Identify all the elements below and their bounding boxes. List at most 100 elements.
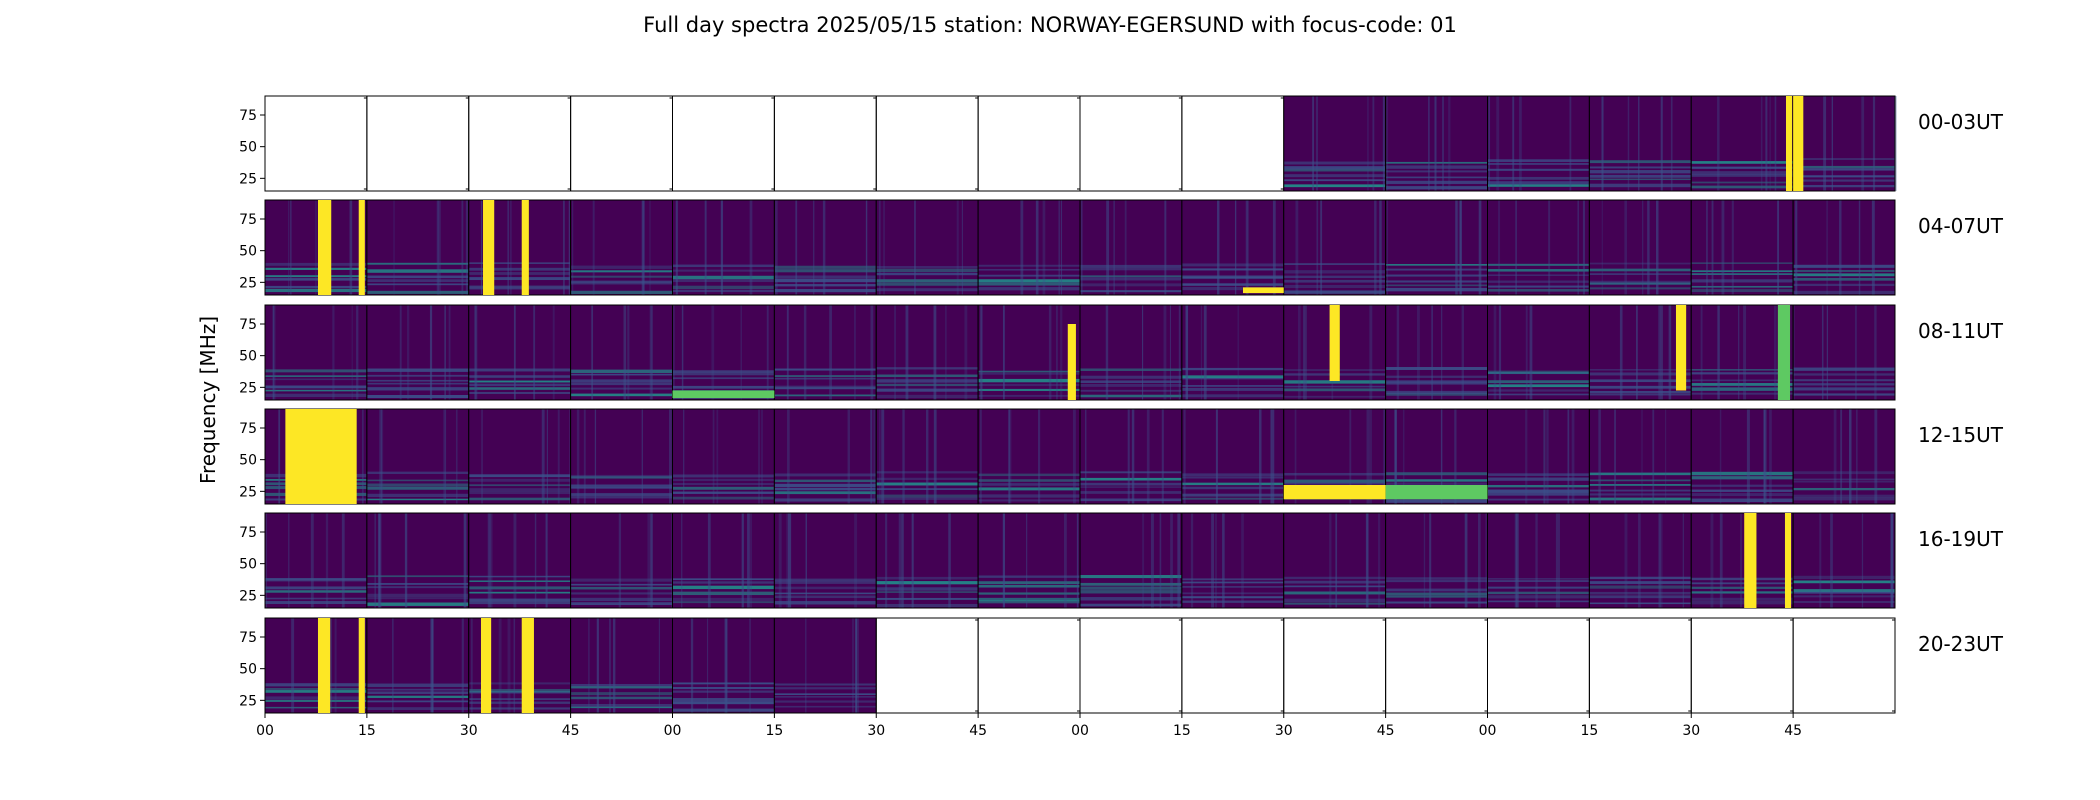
spectrum-band: [1385, 592, 1488, 596]
spectrum-streak: [1211, 513, 1215, 608]
spectrum-streak: [310, 513, 314, 608]
spectrum-band: [978, 581, 1080, 585]
spectrum-band: [1589, 602, 1692, 605]
burst-feature: [672, 390, 775, 399]
spectrum-streak: [1856, 409, 1858, 504]
spectrum-streak: [1146, 409, 1150, 504]
spectrum-band: [876, 494, 979, 498]
spectrum-streak: [272, 305, 275, 400]
spectrum-streak: [1647, 200, 1650, 295]
spectrum-panel: [366, 200, 469, 295]
spectrum-panel: [265, 513, 367, 608]
spectrum-band: [1691, 171, 1794, 175]
spectrum-streak: [1150, 513, 1154, 608]
spectrum-streak: [750, 513, 752, 608]
spectrum-streak: [1638, 513, 1641, 608]
spectrum-band: [876, 383, 979, 387]
spectrum-band: [1793, 471, 1895, 475]
spectrum-band: [774, 687, 877, 690]
spectrum-streak: [444, 305, 446, 400]
spectrum-streak: [945, 305, 947, 400]
spectrum-streak: [1056, 305, 1058, 400]
spectrum-streak: [1658, 513, 1662, 608]
spectrum-band: [1487, 580, 1590, 582]
spectrum-streak: [1215, 409, 1218, 504]
spectrum-band: [1487, 484, 1590, 488]
spectrum-band: [570, 275, 673, 278]
spectrum-band: [366, 700, 469, 703]
spectrum-band: [1385, 280, 1488, 283]
spectrum-streak: [1297, 305, 1301, 400]
spectrum-band: [1487, 477, 1590, 481]
spectrum-band: [1793, 580, 1895, 584]
spectrum-band: [1385, 287, 1488, 292]
spectrum-band: [265, 696, 367, 700]
spectrum-band: [1487, 586, 1590, 589]
spectrum-band: [1181, 581, 1284, 584]
burst-feature: [483, 200, 495, 295]
spectrum-streak: [1190, 513, 1194, 608]
spectrum-band: [1283, 290, 1386, 294]
spectrum-panel: [1385, 96, 1488, 191]
spectrum-panel: [468, 409, 571, 504]
spectrum-panel: [1793, 305, 1895, 400]
spectrum-streak: [740, 305, 743, 400]
spectrum-band: [1691, 379, 1794, 382]
spectrum-streak: [1871, 200, 1875, 295]
spectrum-streak: [870, 305, 874, 400]
spectrum-streak: [1515, 513, 1519, 608]
spectrum-panel: [1181, 305, 1284, 400]
spectrum-panel: [570, 200, 673, 295]
spectrum-band: [1385, 601, 1488, 604]
spectrum-band: [1181, 268, 1284, 271]
spectrum-band: [978, 388, 1080, 392]
spectrum-streak: [404, 513, 408, 608]
spectrum-band: [1283, 284, 1386, 288]
spectrum-band: [265, 369, 367, 373]
x-tick-label: 30: [867, 723, 885, 739]
y-tick-label: 75: [239, 630, 257, 646]
spectrum-band: [774, 586, 877, 590]
spectrum-band: [366, 269, 469, 273]
spectrum-band: [1385, 161, 1488, 164]
spectrum-streak: [1455, 200, 1458, 295]
spectrum-band: [774, 284, 877, 287]
spectrum-band: [570, 578, 673, 582]
spectrum-streak: [545, 513, 548, 608]
spectrum-band: [1385, 180, 1488, 184]
spectrum-band: [978, 269, 1080, 271]
spectrum-streak: [812, 200, 815, 295]
spectrum-streak: [1169, 305, 1171, 400]
spectrum-streak: [741, 513, 744, 608]
spectrum-band: [1080, 477, 1182, 481]
spectrum-band: [1691, 471, 1794, 476]
spectrum-streak: [509, 200, 512, 295]
spectrum-panel: [1793, 200, 1895, 295]
spectrum-streak: [1060, 200, 1063, 295]
spectrum-streak: [641, 409, 643, 504]
spectrum-panel: [1793, 513, 1895, 608]
spectrum-band: [468, 368, 571, 372]
spectrum-band: [876, 471, 979, 474]
spectrum-streak: [1706, 200, 1708, 295]
spectrum-band: [1181, 375, 1284, 378]
spectrum-band: [1385, 268, 1488, 271]
spectrum-band: [468, 387, 571, 390]
spectrum-streak: [1719, 513, 1723, 608]
spectrum-band: [1181, 377, 1284, 380]
spectrum-band: [1181, 367, 1284, 371]
spectrum-streak: [1700, 305, 1703, 400]
spectrum-streak: [356, 305, 359, 400]
spectrum-band: [366, 498, 469, 501]
spectrum-streak: [1619, 305, 1623, 400]
burst-feature: [1385, 485, 1488, 500]
spectrum-band: [1793, 290, 1895, 295]
spectrum-streak: [487, 513, 491, 608]
spectrum-band: [265, 393, 367, 398]
spectrum-panel: [1589, 409, 1692, 504]
spectrum-streak: [881, 409, 885, 504]
spectrum-streak: [557, 409, 560, 504]
spectrum-band: [876, 265, 979, 269]
spectrum-band: [1385, 482, 1488, 486]
spectra-panels: 00-03UT 25 50 75 04-07UT 25 50 75 08-11UT 25 50 75 1…: [239, 95, 2004, 739]
